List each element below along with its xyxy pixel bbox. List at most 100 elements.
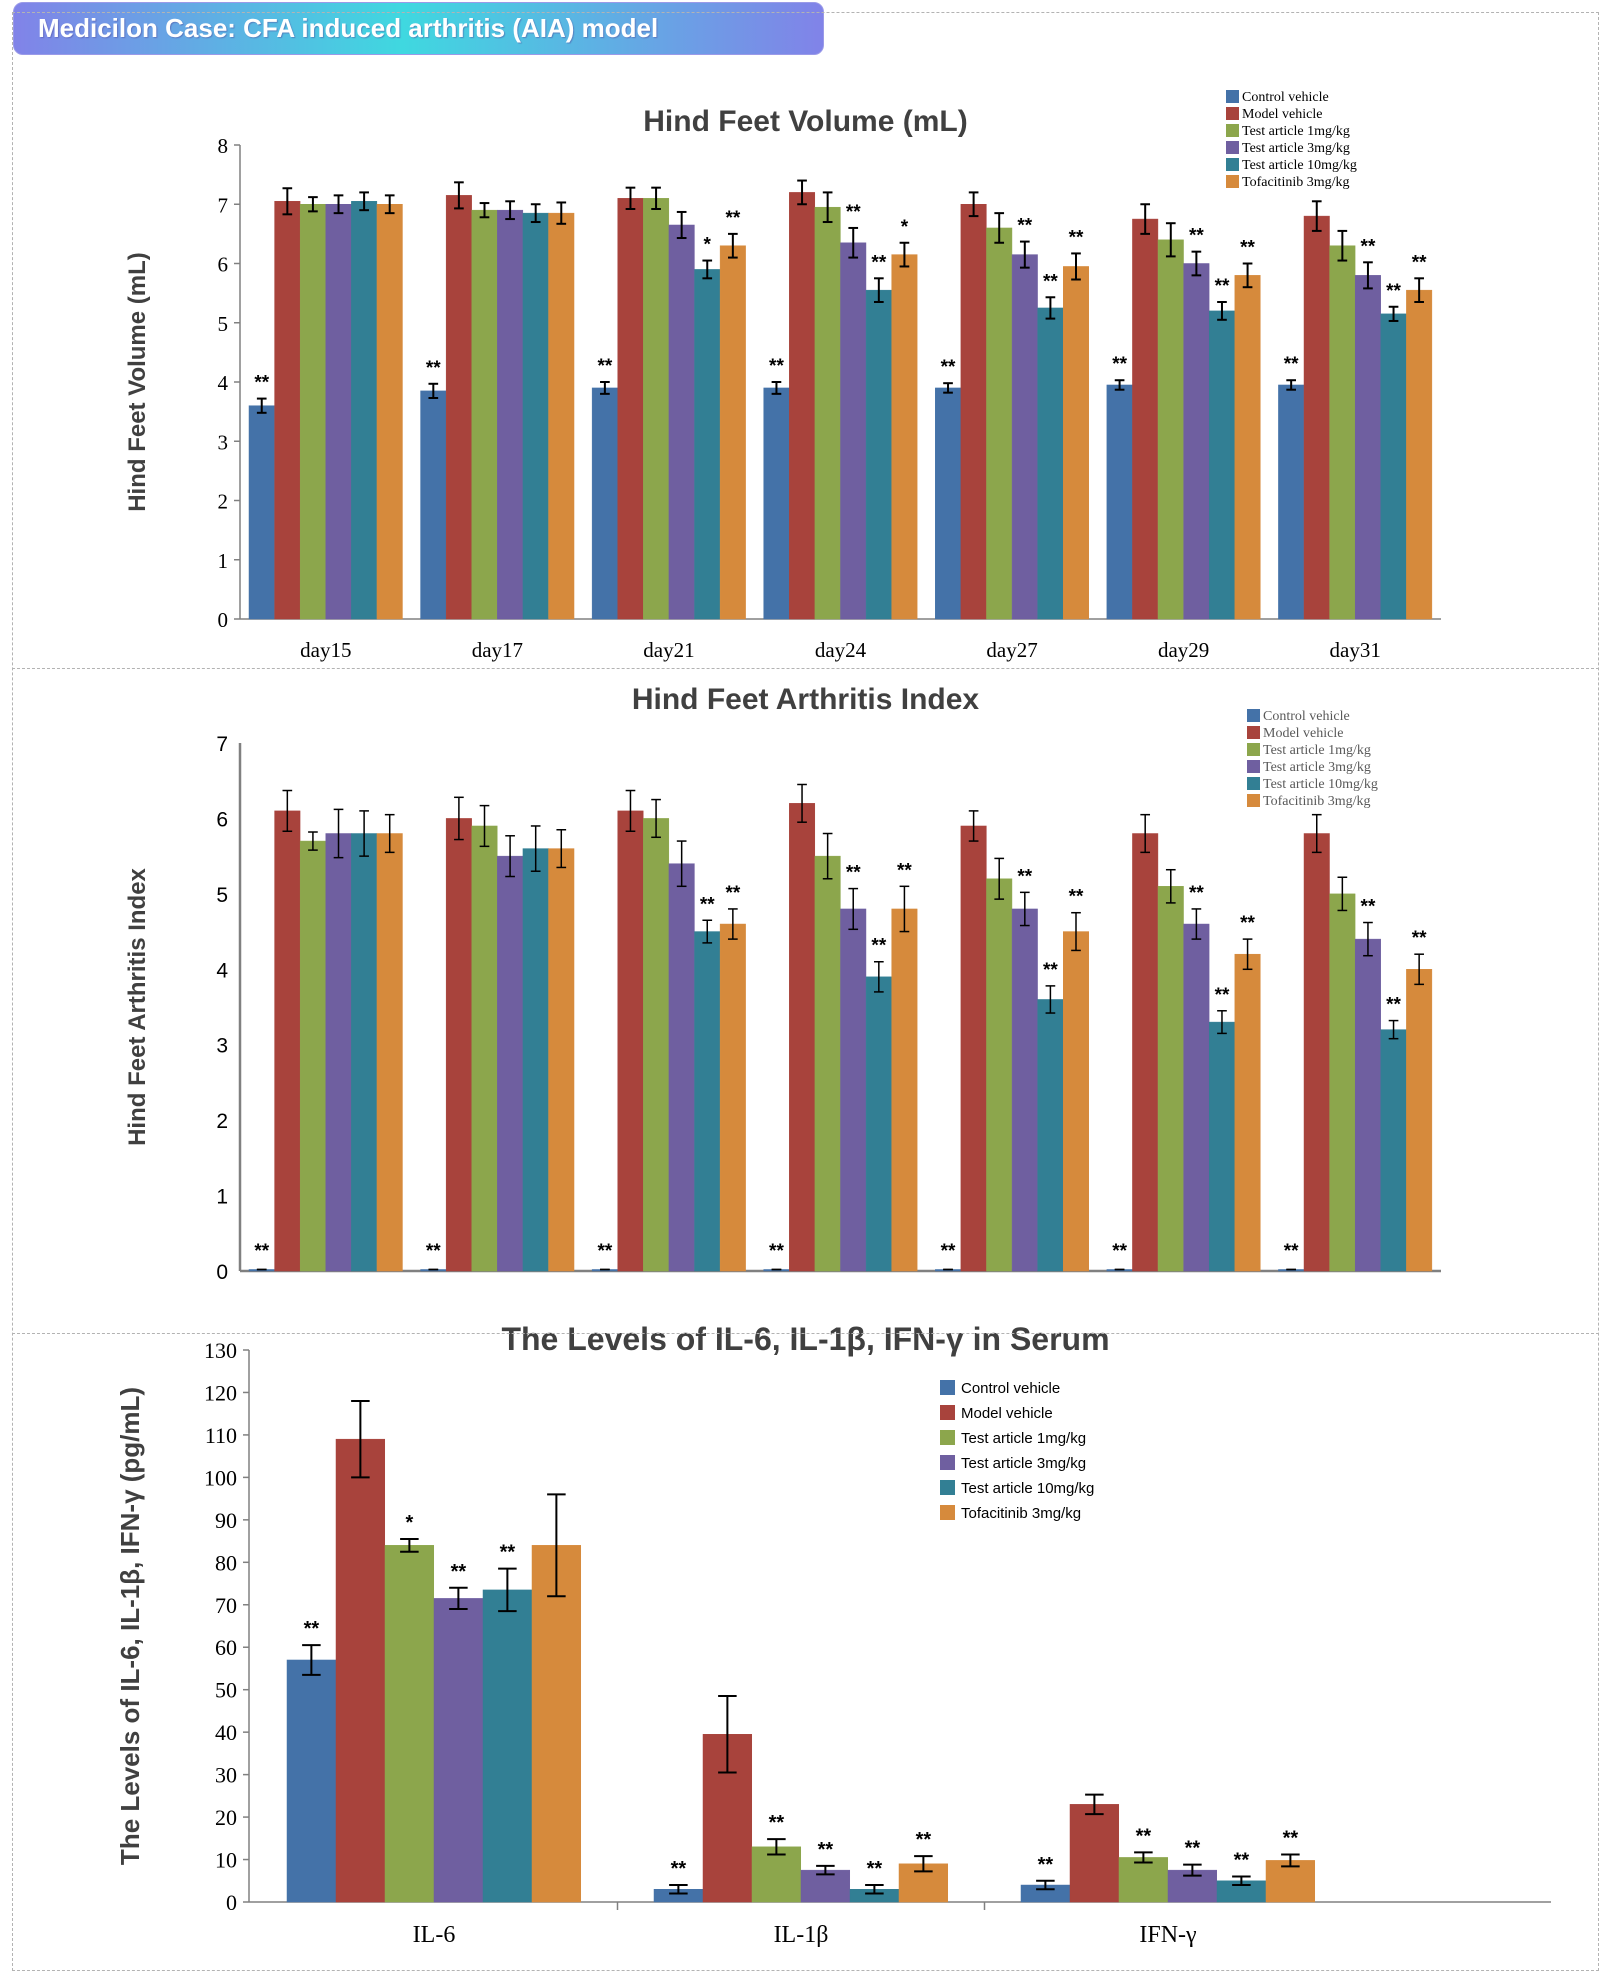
svg-text:*: * bbox=[405, 1512, 413, 1534]
svg-text:8: 8 bbox=[218, 134, 229, 158]
svg-text:**: ** bbox=[871, 252, 886, 273]
svg-text:Test article 10mg/kg: Test article 10mg/kg bbox=[961, 1480, 1094, 1497]
svg-text:**: ** bbox=[597, 356, 612, 377]
svg-text:Test article 3mg/kg: Test article 3mg/kg bbox=[1263, 760, 1371, 775]
svg-text:**: ** bbox=[897, 860, 912, 881]
svg-text:**: ** bbox=[769, 1812, 785, 1834]
svg-text:**: ** bbox=[1240, 238, 1255, 259]
svg-text:**: ** bbox=[871, 936, 886, 957]
svg-text:Hind Feet Volume (mL): Hind Feet Volume (mL) bbox=[124, 252, 151, 512]
svg-text:**: ** bbox=[1284, 354, 1299, 375]
svg-text:**: ** bbox=[725, 208, 740, 229]
svg-text:IFN-γ: IFN-γ bbox=[1139, 1922, 1197, 1948]
svg-text:**: ** bbox=[254, 373, 269, 394]
svg-text:40: 40 bbox=[215, 1720, 237, 1745]
svg-text:**: ** bbox=[426, 358, 441, 379]
svg-text:**: ** bbox=[818, 1839, 834, 1861]
svg-text:7: 7 bbox=[216, 733, 228, 756]
svg-text:**: ** bbox=[1069, 887, 1084, 908]
svg-text:**: ** bbox=[597, 1241, 612, 1262]
svg-text:100: 100 bbox=[204, 1465, 237, 1490]
svg-text:4: 4 bbox=[216, 959, 228, 982]
svg-text:**: ** bbox=[1112, 354, 1127, 375]
svg-text:Hind Feet Volume (mL): Hind Feet Volume (mL) bbox=[643, 105, 967, 138]
svg-text:**: ** bbox=[1215, 985, 1230, 1006]
svg-text:*: * bbox=[901, 217, 909, 238]
svg-text:2: 2 bbox=[216, 1110, 228, 1133]
svg-text:6: 6 bbox=[216, 808, 228, 831]
svg-text:**: ** bbox=[451, 1561, 467, 1583]
svg-text:day21: day21 bbox=[643, 638, 694, 662]
svg-text:80: 80 bbox=[215, 1550, 237, 1575]
svg-text:Test article 3mg/kg: Test article 3mg/kg bbox=[961, 1455, 1086, 1472]
svg-text:*: * bbox=[704, 235, 712, 256]
svg-text:day17: day17 bbox=[472, 638, 523, 662]
svg-text:IL-6: IL-6 bbox=[413, 1922, 456, 1948]
svg-text:20: 20 bbox=[215, 1805, 237, 1830]
svg-text:**: ** bbox=[1361, 236, 1376, 257]
svg-text:Model vehicle: Model vehicle bbox=[961, 1405, 1053, 1422]
svg-text:Hind Feet Arthritis Index: Hind Feet Arthritis Index bbox=[124, 867, 151, 1145]
svg-text:Control vehicle: Control vehicle bbox=[961, 1380, 1060, 1397]
svg-text:7: 7 bbox=[218, 193, 229, 217]
svg-text:**: ** bbox=[1284, 1241, 1299, 1262]
svg-text:**: ** bbox=[1215, 276, 1230, 297]
svg-text:3: 3 bbox=[218, 430, 229, 454]
svg-text:Tofacitinib 3mg/kg: Tofacitinib 3mg/kg bbox=[1242, 175, 1350, 190]
svg-text:5: 5 bbox=[218, 312, 229, 336]
svg-text:day15: day15 bbox=[300, 638, 351, 662]
svg-text:**: ** bbox=[867, 1858, 883, 1880]
svg-text:Model vehicle: Model vehicle bbox=[1263, 726, 1343, 741]
svg-text:The Levels of IL-6, IL-1β, IFN: The Levels of IL-6, IL-1β, IFN-γ in Seru… bbox=[501, 1321, 1109, 1357]
svg-text:6: 6 bbox=[218, 253, 229, 277]
svg-text:Tofacitinib 3mg/kg: Tofacitinib 3mg/kg bbox=[961, 1505, 1081, 1522]
svg-text:**: ** bbox=[941, 1241, 956, 1262]
svg-text:Test article 10mg/kg: Test article 10mg/kg bbox=[1242, 158, 1357, 173]
svg-text:**: ** bbox=[1043, 271, 1058, 292]
svg-text:**: ** bbox=[846, 863, 861, 884]
svg-text:Test article 3mg/kg: Test article 3mg/kg bbox=[1242, 141, 1350, 156]
svg-text:Test article 10mg/kg: Test article 10mg/kg bbox=[1263, 777, 1378, 792]
svg-text:**: ** bbox=[304, 1618, 320, 1640]
svg-text:Control vehicle: Control vehicle bbox=[1242, 90, 1329, 105]
svg-text:**: ** bbox=[846, 202, 861, 223]
svg-text:50: 50 bbox=[215, 1678, 237, 1703]
svg-text:0: 0 bbox=[226, 1890, 237, 1915]
svg-text:**: ** bbox=[1017, 866, 1032, 887]
svg-text:3: 3 bbox=[216, 1035, 228, 1058]
svg-text:**: ** bbox=[1112, 1241, 1127, 1262]
svg-text:**: ** bbox=[1189, 226, 1204, 247]
svg-text:90: 90 bbox=[215, 1508, 237, 1533]
svg-text:120: 120 bbox=[204, 1380, 237, 1405]
svg-text:**: ** bbox=[1136, 1825, 1152, 1847]
svg-text:**: ** bbox=[500, 1542, 516, 1564]
svg-text:**: ** bbox=[1386, 995, 1401, 1016]
svg-text:**: ** bbox=[1240, 913, 1255, 934]
svg-text:**: ** bbox=[1412, 252, 1427, 273]
svg-text:130: 130 bbox=[204, 1338, 237, 1363]
svg-text:**: ** bbox=[1185, 1838, 1201, 1860]
svg-text:day24: day24 bbox=[815, 638, 867, 662]
svg-text:2: 2 bbox=[218, 490, 229, 514]
svg-text:Test article 1mg/kg: Test article 1mg/kg bbox=[1263, 743, 1371, 758]
svg-text:Control vehicle: Control vehicle bbox=[1263, 709, 1350, 724]
svg-text:10: 10 bbox=[215, 1848, 237, 1873]
svg-text:5: 5 bbox=[216, 884, 228, 907]
svg-text:4: 4 bbox=[218, 371, 229, 395]
svg-text:**: ** bbox=[1043, 960, 1058, 981]
svg-text:60: 60 bbox=[215, 1635, 237, 1660]
svg-text:**: ** bbox=[1038, 1854, 1054, 1876]
svg-text:**: ** bbox=[254, 1241, 269, 1262]
svg-text:**: ** bbox=[1386, 281, 1401, 302]
svg-text:**: ** bbox=[916, 1829, 932, 1851]
svg-text:day29: day29 bbox=[1158, 638, 1209, 662]
svg-text:**: ** bbox=[1283, 1827, 1299, 1849]
svg-text:**: ** bbox=[769, 1241, 784, 1262]
svg-text:day31: day31 bbox=[1330, 638, 1381, 662]
svg-text:**: ** bbox=[700, 894, 715, 915]
svg-text:1: 1 bbox=[216, 1186, 228, 1209]
svg-text:**: ** bbox=[671, 1858, 687, 1880]
svg-text:Test article 1mg/kg: Test article 1mg/kg bbox=[961, 1430, 1086, 1447]
svg-text:**: ** bbox=[941, 357, 956, 378]
svg-text:0: 0 bbox=[216, 1261, 228, 1284]
